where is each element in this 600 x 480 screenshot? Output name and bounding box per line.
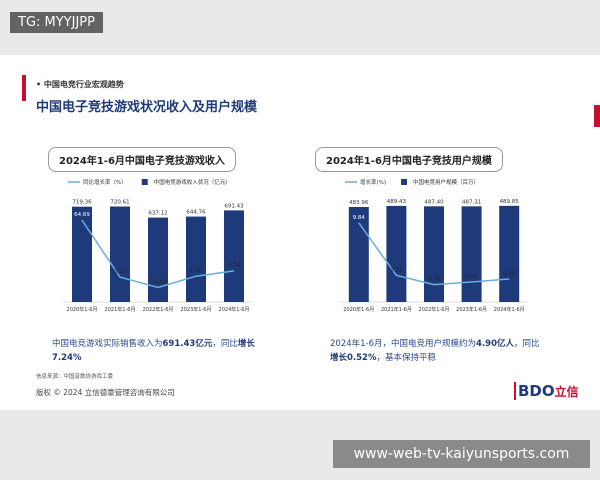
line-value-label: 0.02 xyxy=(465,274,477,280)
caption-part: ，同比 xyxy=(212,339,238,349)
url-banner: www-web-tv-kaiyunsports.com xyxy=(333,440,590,468)
legend-swatch xyxy=(141,179,148,185)
x-tick-label: 2024年1-6月 xyxy=(494,306,525,313)
line-value-label: 1.20 xyxy=(190,268,203,274)
heading: 中国电子竞技游戏状况收入及用户规模 xyxy=(36,100,258,115)
x-tick-label: 2022年1-6月 xyxy=(143,306,174,313)
line-value-label: -11.59 xyxy=(149,280,167,286)
x-tick-label: 2020年1-6月 xyxy=(67,306,98,313)
line xyxy=(81,219,235,289)
chart-title: 2024年1-6月中国电子竞技用户规模 xyxy=(315,147,503,172)
bar xyxy=(386,205,407,302)
logo: BDO立信 xyxy=(514,382,579,400)
bar-value-label: 483.96 xyxy=(349,200,369,206)
accent-bar xyxy=(594,105,600,127)
x-tick-label: 2022年1-6月 xyxy=(419,306,450,313)
line-value-label: 1.13 xyxy=(390,267,403,273)
bar-value-label: 487.31 xyxy=(462,199,481,205)
legend-label: 增长率(%) xyxy=(360,178,386,186)
bar xyxy=(72,206,92,302)
chart-title: 2024年1-6月中国电子竞技游戏收入 xyxy=(48,147,236,172)
caption-part: 增长7.24% xyxy=(52,339,255,363)
bar-value-label: 720.61 xyxy=(110,200,129,206)
legend-label: 中国电竞游戏收入状况（亿元） xyxy=(154,178,231,186)
line-value-label: 7.24 xyxy=(228,263,241,269)
bar xyxy=(186,216,206,302)
section-label: • 中国电竞行业宏观趋势 xyxy=(36,80,124,89)
x-tick-label: 2024年1-6月 xyxy=(219,306,250,313)
logo-text: BDO xyxy=(518,382,555,400)
line-value-label: 64.69 xyxy=(74,212,90,218)
caption: 2024年1-6月，中国电竞用户规模约为4.90亿人，同比增长0.52%，基本保… xyxy=(330,337,545,365)
chart: 同比增长率（%） 中国电竞游戏收入状况（亿元） 2020年1-6月 2021年1-6月… xyxy=(63,178,253,313)
bar xyxy=(110,206,130,302)
caption-part: 增长0.52% xyxy=(330,353,377,363)
caption-part: 4.90亿人 xyxy=(476,339,515,349)
bar xyxy=(148,217,168,302)
caption-part: 中国电竞游戏实际销售收入为 xyxy=(52,339,163,349)
bar xyxy=(499,205,520,302)
legend-label: 同比增长率（%） xyxy=(83,178,127,186)
line xyxy=(358,222,510,286)
legend-swatch xyxy=(401,179,408,185)
line-value-label: 0.17 xyxy=(114,269,127,275)
caption-part: 2024年1-6月，中国电竞用户规模约为 xyxy=(330,339,477,349)
bar-value-label: 487.40 xyxy=(424,199,444,205)
caption-part: 691.43亿元 xyxy=(162,339,213,349)
legend-label: 中国电竞用户规模（百万） xyxy=(413,178,479,186)
logo-cn: 立信 xyxy=(554,385,579,399)
bar-value-label: 719.36 xyxy=(72,200,92,206)
bar-value-label: 489.85 xyxy=(500,199,520,205)
bar-value-label: 691.43 xyxy=(224,203,244,209)
line-value-label: -0.41 xyxy=(427,277,441,283)
source: 信息来源：中国音数协游戏工委 xyxy=(36,374,114,380)
bar-value-label: 637.12 xyxy=(148,211,167,217)
accent-bar xyxy=(22,75,26,101)
bar xyxy=(224,210,244,302)
x-tick-label: 2021年1-6月 xyxy=(105,306,136,313)
bar xyxy=(424,206,444,302)
caption-part: ，同比 xyxy=(514,339,540,349)
watermark: TG: MYYJJPP xyxy=(10,12,103,33)
caption: 中国电竞游戏实际销售收入为691.43亿元，同比增长7.24% xyxy=(52,337,267,365)
bar xyxy=(348,207,369,302)
bar xyxy=(461,206,482,302)
caption-part: ，基本保持平稳 xyxy=(376,353,437,363)
x-tick-label: 2021年1-6月 xyxy=(381,306,412,313)
line-value-label: 0.52 xyxy=(503,271,515,277)
chart: 增长率(%) 中国电竞用户规模（百万） 2020年1-6月 2021年1-6月 2022… xyxy=(340,178,528,313)
section-text: 中国电竞行业宏观趋势 xyxy=(43,80,124,89)
bar-value-label: 644.76 xyxy=(186,210,206,216)
x-tick-label: 2023年1-6月 xyxy=(181,306,212,313)
copyright: 版权 © 2024 立信德豪管理咨询有限公司 xyxy=(36,388,175,397)
x-tick-label: 2020年1-6月 xyxy=(343,306,374,313)
x-tick-label: 2023年1-6月 xyxy=(456,306,487,313)
line-value-label: 9.84 xyxy=(353,215,366,221)
bar-value-label: 489.43 xyxy=(387,199,407,205)
